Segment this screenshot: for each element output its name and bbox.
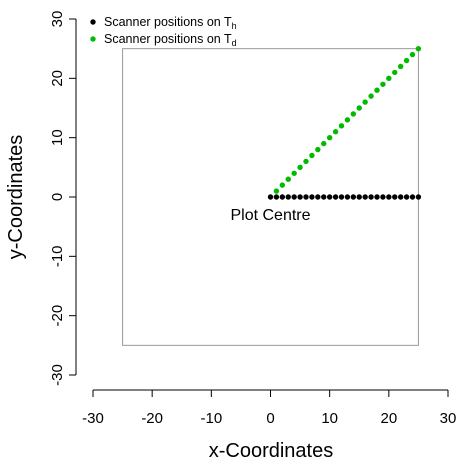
plot-centre-annotation: Plot Centre [230, 207, 310, 224]
y-tick-label: 0 [49, 193, 66, 201]
data-point-series-1 [362, 194, 368, 200]
data-point-series-1 [350, 194, 357, 200]
data-point-series-2 [409, 51, 416, 58]
data-point-series-1 [279, 194, 286, 200]
x-axis: -30 -20 -10 0 10 20 30 [82, 389, 457, 427]
data-point-series-2 [332, 129, 339, 135]
data-point-series-2 [291, 170, 297, 176]
data-point-series-2 [392, 69, 398, 76]
data-point-series-1 [309, 194, 315, 200]
legend-marker-2 [90, 36, 96, 42]
x-tick-label: 30 [440, 410, 457, 427]
data-point-series-2 [368, 93, 374, 99]
data-point-series-1 [415, 194, 422, 200]
data-point-series-2 [397, 63, 404, 70]
data-point-series-1 [285, 194, 291, 200]
y-tick-label: -30 [49, 364, 66, 386]
data-point-series-2 [303, 158, 309, 165]
data-point-series-2 [279, 182, 286, 188]
y-tick-label: 20 [49, 70, 66, 87]
legend-label-2: Scanner positions on Td [104, 32, 237, 48]
x-tick-label: -30 [82, 410, 104, 427]
data-point-series-1 [374, 194, 380, 200]
data-point-series-2 [309, 152, 315, 159]
data-point-series-2 [285, 176, 291, 182]
data-point-series-1 [321, 194, 327, 200]
x-tick-label: 10 [321, 410, 338, 427]
data-point-series-2 [315, 146, 321, 153]
data-point-series-2 [273, 188, 280, 194]
data-point-series-2 [321, 140, 327, 147]
data-point-series-1 [303, 194, 309, 200]
y-axis-title: y-Coordinates [5, 135, 27, 260]
data-point-series-1 [392, 194, 398, 200]
data-point-series-1 [368, 194, 374, 200]
legend-label-1: Scanner positions on Th [104, 15, 237, 31]
data-point-series-2 [380, 81, 386, 87]
y-tick-label: -10 [49, 245, 66, 267]
data-point-series-1 [326, 194, 333, 200]
data-point-series-1 [356, 194, 362, 200]
data-point-series-1 [338, 194, 345, 200]
data-point-series-1 [267, 194, 274, 200]
data-point-series-1 [397, 194, 404, 200]
x-tick-label: 0 [266, 410, 274, 427]
data-point-series-2 [338, 123, 345, 129]
legend-marker-1 [90, 19, 96, 25]
data-point-series-1 [332, 194, 339, 200]
data-point-series-1 [386, 194, 392, 200]
x-tick-label: -10 [200, 410, 222, 427]
data-point-series-2 [362, 99, 368, 105]
data-point-series-2 [350, 111, 357, 117]
data-point-series-2 [344, 117, 351, 123]
data-point-series-2 [297, 164, 303, 171]
data-point-series-1 [273, 194, 280, 200]
y-tick-label: 10 [49, 129, 66, 146]
data-point-series-2 [386, 75, 392, 82]
data-point-series-1 [291, 194, 297, 200]
data-point-series-2 [415, 45, 422, 52]
y-axis: -30 -20 -10 0 10 20 30 [49, 11, 77, 386]
data-point-series-1 [380, 194, 386, 200]
y-tick-label: -20 [49, 305, 66, 327]
data-point-series-2 [374, 87, 380, 93]
data-point-series-1 [297, 194, 303, 200]
data-point-series-1 [403, 194, 410, 200]
data-point-series-2 [326, 134, 333, 141]
x-tick-label: 20 [380, 410, 397, 427]
data-point-series-2 [356, 105, 362, 111]
x-axis-title: x-Coordinates [209, 440, 334, 462]
data-point-series-2 [403, 57, 410, 64]
x-tick-label: -20 [141, 410, 163, 427]
data-point-series-1 [315, 194, 321, 200]
data-points [267, 45, 422, 200]
y-tick-label: 30 [49, 11, 66, 28]
data-point-series-1 [409, 194, 416, 200]
data-point-series-1 [344, 194, 351, 200]
